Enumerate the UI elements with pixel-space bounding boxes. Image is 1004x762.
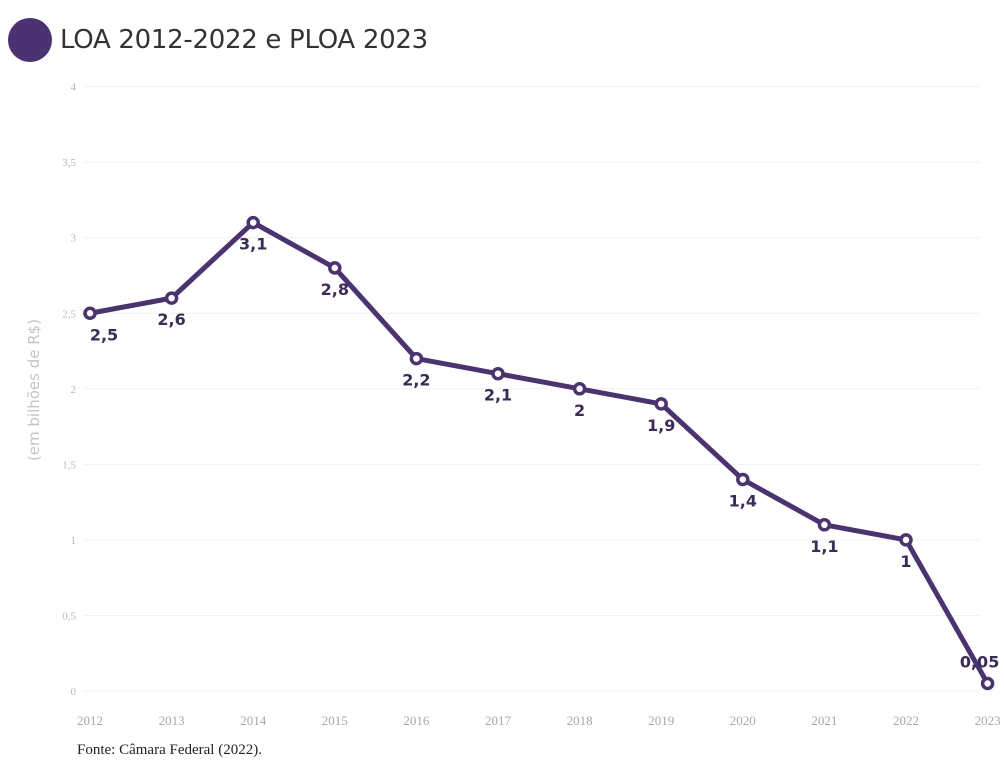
y-tick-label: 2,5: [62, 308, 76, 320]
y-tick-label: 2: [71, 384, 77, 396]
data-point: [654, 397, 668, 411]
x-tick-label: 2015: [322, 713, 348, 728]
y-tick-label: 0,5: [62, 610, 76, 622]
y-tick-label: 4: [71, 82, 77, 94]
y-axis-title: (em bilhões de R$): [25, 319, 43, 461]
series-line: [87, 220, 991, 686]
source-note: Fonte: Câmara Federal (2022).: [77, 742, 262, 758]
data-point: [817, 518, 832, 532]
data-label: 3,1: [239, 235, 267, 254]
x-tick-label: 2022: [893, 713, 919, 728]
y-tick-label: 1: [71, 535, 77, 547]
legend: LOA 2012-2022 e PLOA 2023: [8, 18, 428, 62]
data-point: [491, 366, 505, 381]
data-point: [736, 472, 750, 487]
x-tick-label: 2021: [811, 713, 837, 728]
data-label: 1,4: [729, 491, 757, 510]
legend-label: LOA 2012-2022 e PLOA 2023: [60, 25, 428, 55]
data-label: 2,6: [157, 310, 185, 329]
x-tick-label: 2017: [485, 713, 512, 728]
data-point: [164, 291, 179, 305]
x-tick-label: 2018: [567, 713, 593, 728]
x-tick-label: 2012: [77, 713, 103, 728]
data-label: 1,1: [810, 537, 838, 556]
data-point: [409, 351, 424, 366]
data-point: [980, 676, 995, 691]
y-tick-label: 1,5: [62, 459, 76, 471]
data-label: 2,5: [90, 325, 118, 344]
legend-swatch: [8, 18, 52, 62]
data-point: [572, 382, 587, 396]
x-tick-label: 2016: [403, 713, 430, 728]
y-tick-label: 3,5: [62, 157, 76, 169]
data-point: [328, 261, 342, 275]
y-tick-label: 0: [71, 686, 77, 698]
data-label: 2: [574, 401, 585, 420]
data-label: 0,05: [960, 652, 999, 671]
x-tick-label: 2014: [240, 713, 267, 728]
data-label: 2,2: [402, 371, 430, 390]
data-label: 2,8: [321, 280, 349, 299]
x-tick-label: 2023: [975, 713, 1001, 728]
data-point: [899, 533, 913, 547]
data-label: 1,9: [647, 416, 675, 435]
data-point: [246, 215, 260, 230]
x-tick-label: 2013: [159, 713, 185, 728]
x-tick-label: 2019: [648, 713, 674, 728]
y-tick-label: 3: [71, 233, 77, 245]
data-label: 2,1: [484, 386, 512, 405]
data-point: [83, 306, 97, 320]
x-tick-label: 2020: [730, 713, 756, 728]
data-label: 1: [900, 552, 911, 571]
